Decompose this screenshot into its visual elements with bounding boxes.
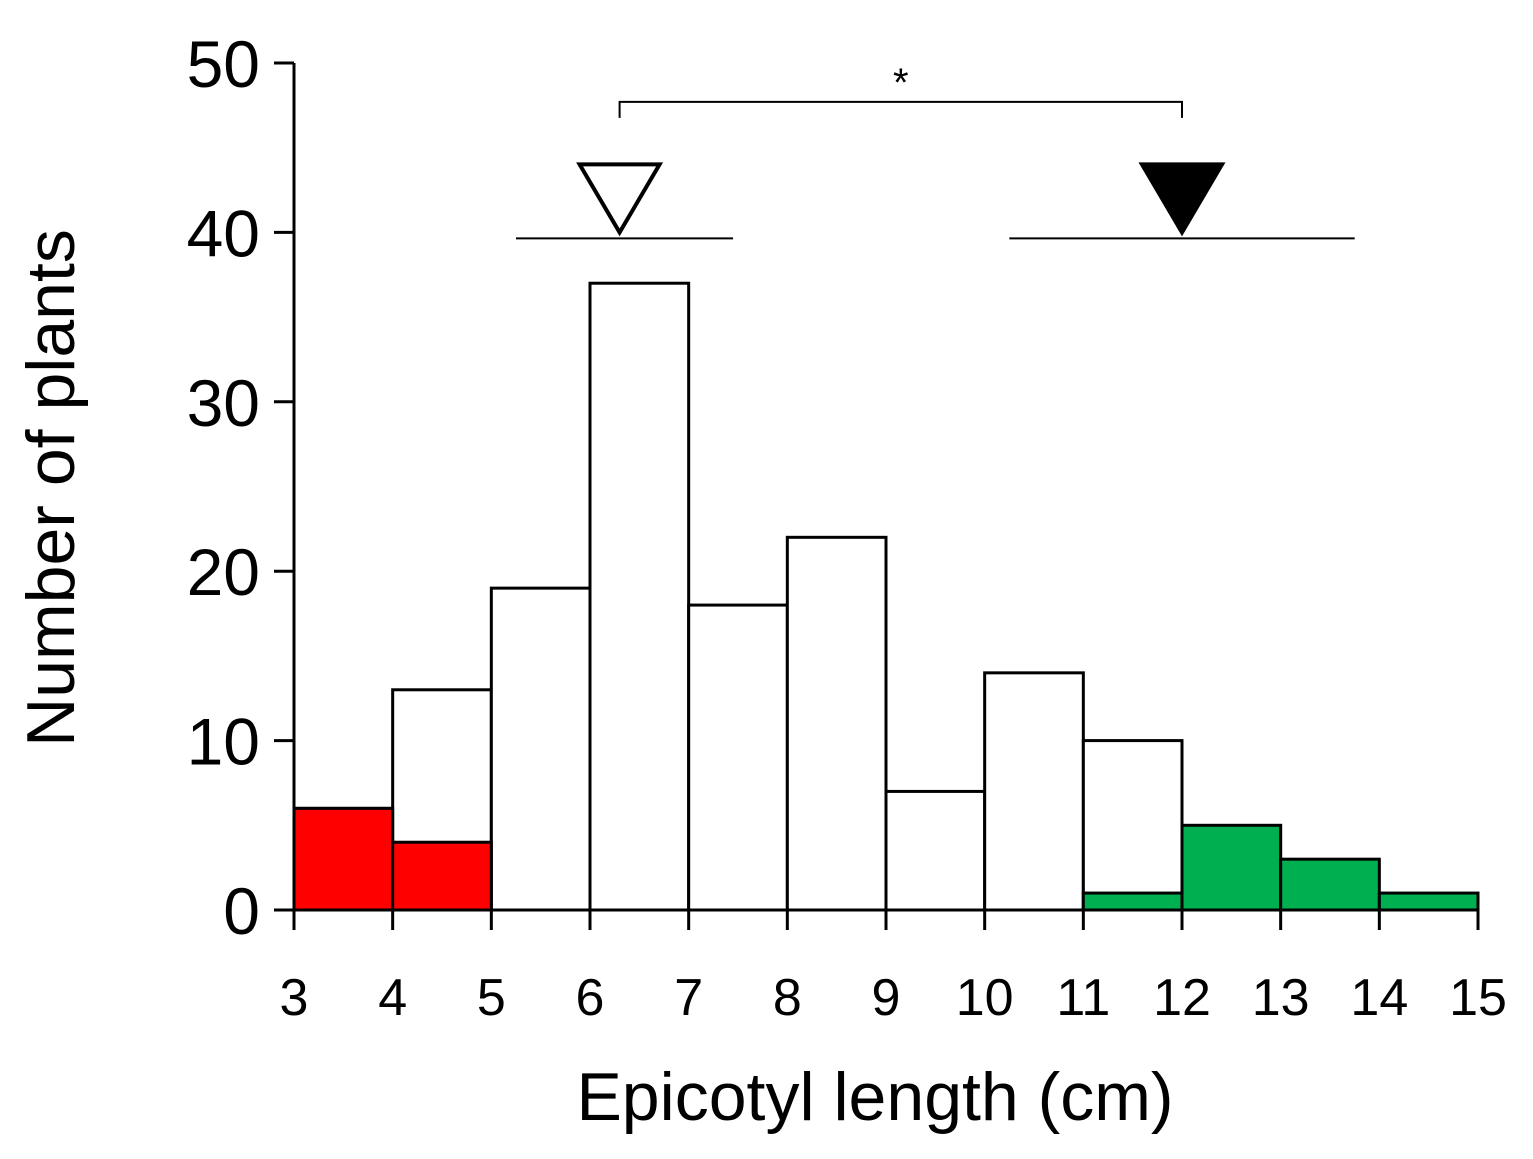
x-tick-label-7: 7 [674, 969, 703, 1027]
x-tick-label-4: 4 [378, 969, 407, 1027]
x-tick-label-3: 3 [280, 969, 309, 1027]
y-axis-title: Number of plants [13, 229, 89, 747]
y-tick-label-50: 50 [187, 27, 260, 101]
x-tick-label-12: 12 [1153, 969, 1211, 1027]
x-tick-label-9: 9 [872, 969, 901, 1027]
bar-all-plants-10 [983, 671, 1085, 912]
y-tick-label-40: 40 [187, 196, 260, 270]
significance-bracket [618, 100, 1183, 118]
bar-all-plants-11 [1081, 739, 1184, 912]
filled-triangle-marker [1138, 162, 1226, 237]
bar-all-plants-6 [588, 281, 691, 912]
x-tick-label-6: 6 [576, 969, 605, 1027]
bar-all-plants-9 [884, 789, 987, 912]
x-tick-label-15: 15 [1449, 969, 1507, 1027]
bar-green-group-14 [1377, 891, 1480, 912]
bar-green-group-13 [1279, 857, 1381, 912]
bar-all-plants-8 [785, 535, 888, 912]
y-tick-label-30: 30 [187, 366, 260, 440]
significance-star: * [893, 61, 909, 105]
bars-group [292, 281, 1480, 912]
y-tick-label-0: 0 [223, 874, 260, 948]
x-tick-label-10: 10 [956, 969, 1014, 1027]
bar-all-plants-5 [489, 586, 592, 912]
x-tick-label-5: 5 [477, 969, 506, 1027]
bar-red-group-4 [391, 840, 493, 912]
y-tick-label-10: 10 [187, 705, 260, 779]
x-tick-label-11: 11 [1056, 969, 1110, 1027]
annotations-group: * [516, 61, 1355, 240]
x-axis-title: Epicotyl length (cm) [576, 1059, 1173, 1135]
x-tick-label-13: 13 [1252, 969, 1310, 1027]
open-triangle-marker [576, 162, 664, 237]
y-tick-label-20: 20 [187, 535, 260, 609]
axes-group: 0 10 20 30 40 50 3 4 5 6 7 8 9 10 11 12 13 14 15 [187, 27, 1507, 1027]
bar-green-group-12 [1180, 823, 1283, 912]
bar-green-group-11 [1081, 891, 1184, 912]
bar-red-group-3 [292, 806, 395, 912]
bar-all-plants-7 [687, 603, 789, 912]
x-tick-label-14: 14 [1350, 969, 1408, 1027]
x-tick-label-8: 8 [773, 969, 802, 1027]
